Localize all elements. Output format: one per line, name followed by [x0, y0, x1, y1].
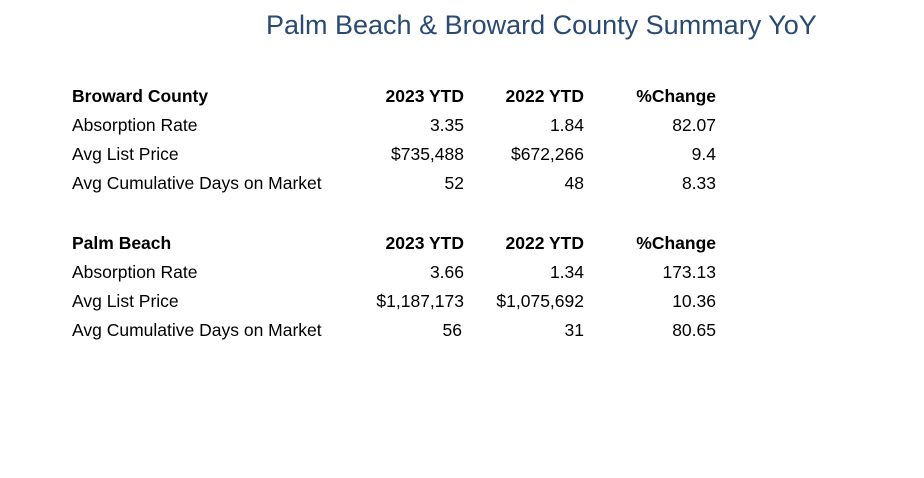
value-2023: 52: [444, 173, 464, 193]
value-2023: $735,488: [391, 144, 464, 164]
palm-beach-table: Palm Beach 2023 YTD 2022 YTD %Change Abs…: [0, 229, 924, 345]
value-2022: 1.84: [549, 115, 584, 135]
row-label: Avg List Price: [72, 291, 179, 311]
row-label: Absorption Rate: [72, 262, 198, 282]
column-header-2022: 2022 YTD: [505, 233, 584, 253]
value-change: 80.65: [672, 320, 716, 340]
table-row: Avg List Price $735,488 $672,266 9.4: [0, 140, 924, 169]
value-2022: 31: [564, 320, 584, 340]
column-header-change: %Change: [636, 233, 716, 253]
value-2022: 48: [564, 173, 584, 193]
section-heading: Palm Beach: [72, 233, 172, 253]
value-change: 82.07: [672, 115, 716, 135]
value-2022: $672,266: [511, 144, 584, 164]
table-row: Absorption Rate 3.35 1.84 82.07: [0, 111, 924, 140]
value-2022: $1,075,692: [496, 291, 584, 311]
row-label: Avg Cumulative Days on Market: [72, 173, 322, 193]
table-row: Absorption Rate 3.66 1.34 173.13: [0, 258, 924, 287]
value-change: 10.36: [672, 291, 716, 311]
page-title: Palm Beach & Broward County Summary YoY: [266, 10, 817, 40]
section-heading: Broward County: [72, 86, 209, 106]
value-change: 9.4: [691, 144, 716, 164]
value-change: 173.13: [662, 262, 716, 282]
table-header-row: Palm Beach 2023 YTD 2022 YTD %Change: [0, 229, 924, 258]
value-2023: $1,187,173: [376, 291, 464, 311]
table-row: Avg Cumulative Days on Market 56 31 80.6…: [0, 316, 924, 345]
row-label: Avg Cumulative Days on Market: [72, 320, 322, 340]
value-change: 8.33: [681, 173, 716, 193]
broward-county-table: Broward County 2023 YTD 2022 YTD %Change…: [0, 82, 924, 198]
column-header-2022: 2022 YTD: [505, 86, 584, 106]
table-row: Avg List Price $1,187,173 $1,075,692 10.…: [0, 287, 924, 316]
table-row: Avg Cumulative Days on Market 52 48 8.33: [0, 169, 924, 198]
column-header-2023: 2023 YTD: [385, 86, 464, 106]
column-header-2023: 2023 YTD: [385, 233, 464, 253]
row-label: Avg List Price: [72, 144, 179, 164]
value-2023: 3.35: [429, 115, 464, 135]
value-2023: 56: [442, 320, 462, 340]
value-2023: 3.66: [429, 262, 464, 282]
value-2022: 1.34: [549, 262, 584, 282]
column-header-change: %Change: [636, 86, 716, 106]
row-label: Absorption Rate: [72, 115, 198, 135]
table-header-row: Broward County 2023 YTD 2022 YTD %Change: [0, 82, 924, 111]
